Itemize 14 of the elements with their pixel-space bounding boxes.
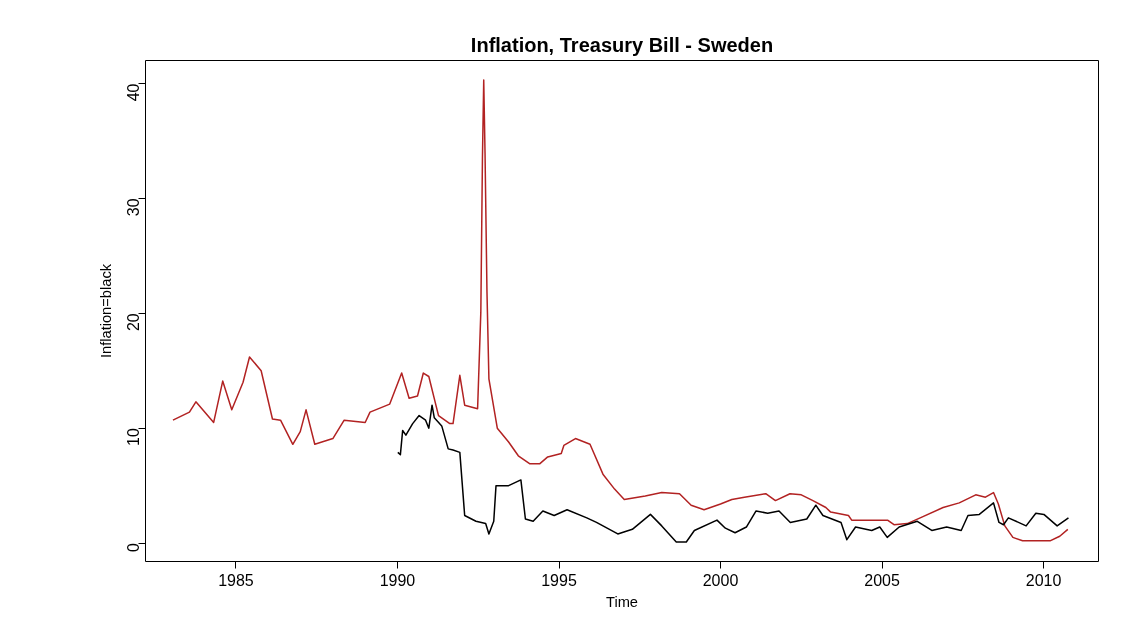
x-axis-title: Time — [605, 593, 639, 610]
y-tick-label: 20 — [125, 313, 143, 332]
y-tick-label: 0 — [125, 543, 143, 553]
x-tick-label: 2010 — [1025, 571, 1062, 589]
chart-title: Inflation, Treasury Bill - Sweden — [470, 33, 774, 56]
x-tick-label: 2000 — [702, 571, 739, 589]
x-tick-label: 2005 — [864, 571, 900, 589]
x-tick-label: 1990 — [379, 571, 416, 589]
x-tick-label: 1995 — [541, 571, 577, 589]
y-tick-label: 30 — [125, 198, 143, 217]
x-tick-label: 1985 — [218, 571, 254, 589]
y-tick-label: 40 — [125, 83, 143, 102]
y-tick-label: 10 — [125, 428, 143, 446]
y-axis-title: Inflation=black — [97, 263, 114, 359]
